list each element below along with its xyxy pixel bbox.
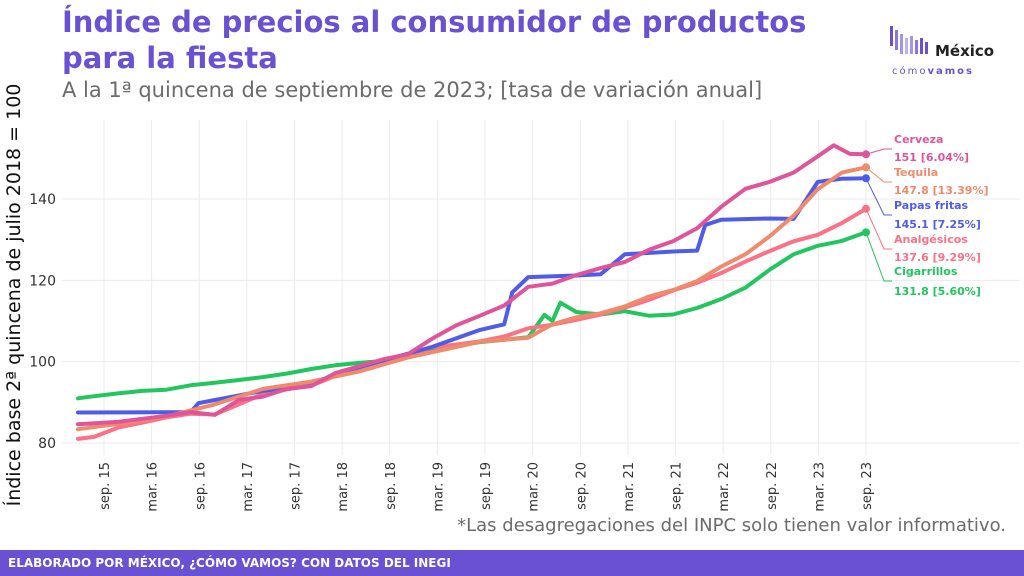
series-value-label: 151 [6.04%] [894,151,969,164]
label-leader-line [865,178,892,216]
series-line [76,165,868,432]
x-tick-label: sep. 15 [98,462,113,510]
y-tick-label: 120 [29,273,56,289]
x-tick-label: mar. 16 [146,462,161,512]
chart-title: Índice de precios al consumidor de produ… [62,5,807,75]
label-leader-line [865,208,892,250]
label-leader-line [865,232,892,282]
x-tick-label: sep. 17 [289,462,304,510]
footnote: *Las desagregaciones del INPC solo tiene… [457,515,1006,536]
logo-word: México [935,42,995,60]
y-tick-label: 140 [29,192,56,208]
footer-bar: ELABORADO POR MÉXICO, ¿CÓMO VAMOS? CON D… [0,550,1024,576]
x-tick-label: mar. 20 [527,462,542,512]
series-line [76,230,868,401]
label-leader-line [865,166,892,183]
series-name-label: Cerveza [894,133,943,146]
logo-bars-icon [890,26,928,54]
series-line [76,176,868,415]
series-value-label: 137.6 [9.29%] [894,251,981,264]
y-tick-label: 100 [29,355,56,371]
x-tick-label: sep. 23 [860,462,875,510]
series-name-label: Papas fritas [894,199,969,212]
x-tick-label: sep. 21 [670,462,685,510]
chart-subtitle: A la 1ª quincena de septiembre de 2023; … [62,78,763,102]
x-tick-label: sep. 18 [384,462,399,510]
logo-sub-light: cómo [892,66,928,77]
series-line [76,143,868,427]
footer-credit: ELABORADO POR MÉXICO, ¿CÓMO VAMOS? CON D… [8,556,451,570]
label-leader-line [865,148,892,155]
x-tick-label: sep. 19 [479,462,494,510]
x-tick-label: mar. 21 [622,462,637,512]
logo-subtitle: cómovamos [892,66,974,77]
series-name-label: Analgésicos [894,233,968,246]
x-tick-label: mar. 17 [241,462,256,512]
logo-sub-bold: vamos [927,66,974,77]
x-tick-label: sep. 20 [574,462,589,510]
series-name-label: Tequila [894,166,938,179]
y-tick-label: 80 [38,436,56,452]
mexico-como-vamos-logo: México cómovamos [888,22,1008,82]
x-tick-label: sep. 16 [193,462,208,510]
series-name-label: Cigarrillos [894,265,958,278]
series-value-label: 131.8 [5.60%] [894,285,981,298]
x-tick-label: mar. 18 [336,462,351,512]
x-tick-label: mar. 22 [717,462,732,512]
x-tick-label: sep. 22 [765,462,780,510]
series-value-label: 145.1 [7.25%] [894,218,981,231]
x-tick-label: mar. 23 [812,462,827,512]
line-chart: 80 100 120 140 sep. 15 mar. 16 sep. 16 mar. 17 s… [2,84,1020,512]
x-tick-label: mar. 19 [431,462,446,512]
y-axis-title: Índice base 2ª quincena de julio 2018 = … [2,84,25,507]
series-value-label: 147.8 [13.39%] [894,184,989,197]
